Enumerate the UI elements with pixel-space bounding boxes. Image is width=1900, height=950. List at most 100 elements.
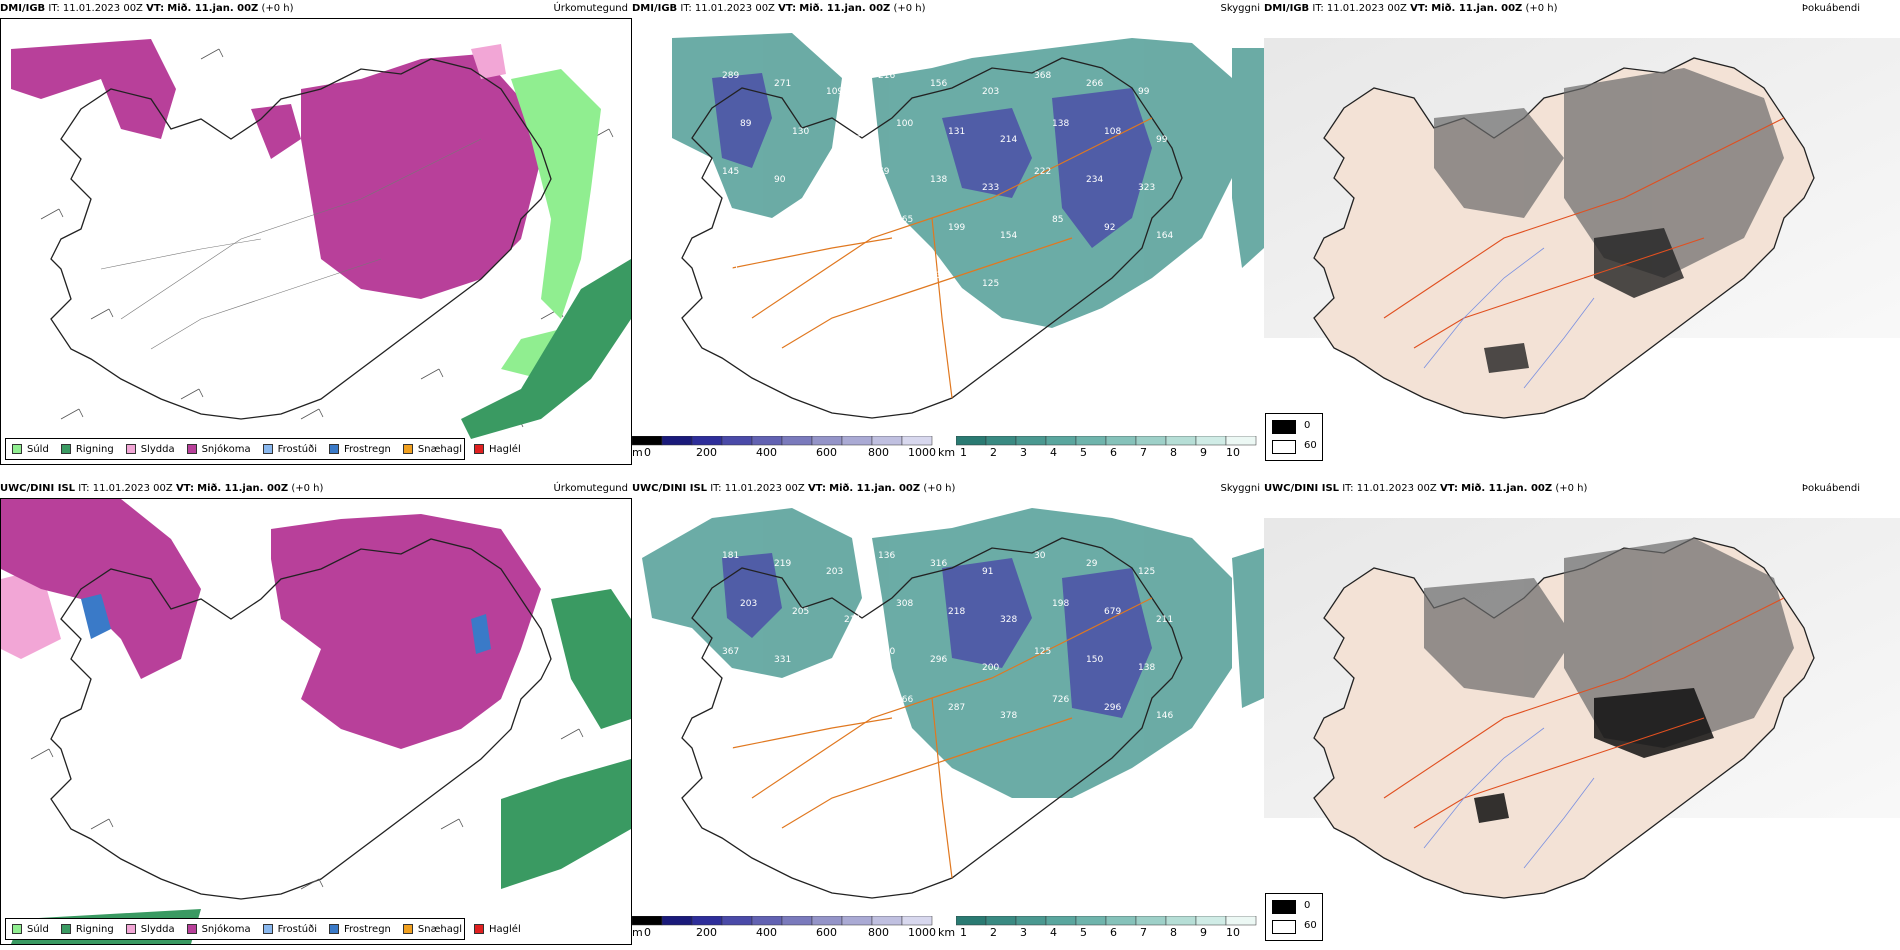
cloud-base-label: 184 xyxy=(792,703,809,713)
panel-title: Skyggni xyxy=(1220,3,1260,14)
legend-item-rain: Rigning xyxy=(60,444,114,455)
colorbar-segment xyxy=(1075,435,1107,446)
legend-item-snow-pellets: Snæhagl xyxy=(402,444,462,455)
colorbar-tick: 800 xyxy=(868,926,889,939)
colorbar-tick: 4 xyxy=(1050,926,1057,939)
it-label: IT: xyxy=(48,3,60,14)
model-name: UWC/DINI ISL xyxy=(0,483,76,494)
it-value: 11.01.2023 00Z xyxy=(724,483,805,494)
road-network xyxy=(1383,597,1785,829)
cloud-base-label: 234 xyxy=(1086,175,1103,185)
colorbar-tick: 10 xyxy=(1226,926,1240,939)
it-value: 11.01.2023 00Z xyxy=(1326,3,1407,14)
colorbar-unit: km xyxy=(938,446,956,459)
cloud-base-label: 199 xyxy=(948,223,965,233)
legend-label: Snæhagl xyxy=(417,923,463,935)
cloud-base-label: 287 xyxy=(948,703,965,713)
colorbar-segment xyxy=(1105,915,1137,926)
cloud-base-label: 323 xyxy=(1138,183,1155,193)
colorbar-tick: 3 xyxy=(1020,446,1027,459)
legend-item-hail: Haglél xyxy=(474,924,521,935)
colorbar-segment xyxy=(781,435,813,446)
visibility-colorbar-svg xyxy=(955,915,1257,926)
colorbar-tick: 600 xyxy=(816,926,837,939)
it-label: IT: xyxy=(1312,3,1324,14)
panel-header: UWC/DINI ISL IT: 11.01.2023 00Z VT: Mið.… xyxy=(632,480,955,498)
colorbar-tick: 5 xyxy=(1080,926,1087,939)
cloud-base-label: 378 xyxy=(1000,711,1017,721)
cloud-base-label: 150 xyxy=(1086,655,1103,665)
colorbar-segment xyxy=(751,435,783,446)
precip-map-svg xyxy=(11,39,631,439)
dense-fog-areas xyxy=(1484,228,1684,373)
cloud-base-label: 219 xyxy=(774,559,791,569)
cloud-base-label: 801 xyxy=(878,263,895,273)
colorbar-segment xyxy=(1135,435,1167,446)
colorbar-tick: 1 xyxy=(960,446,967,459)
visibility-map-svg: 289 271 109 216 156 203 368 266 99 89 130 125 100 131… xyxy=(672,33,1264,419)
vt-value: Mið. 11.jan. 00Z xyxy=(1431,3,1523,14)
legend-swatch xyxy=(125,924,136,934)
cloud-base-label: 29 xyxy=(1086,559,1098,569)
vt-value: Mið. 11.jan. 00Z xyxy=(1461,483,1553,494)
cloud-base-label: 85 xyxy=(1052,215,1063,225)
coastline xyxy=(50,58,552,420)
cloud-base-label: 211 xyxy=(844,615,861,625)
it-value: 11.01.2023 00Z xyxy=(62,3,143,14)
colorbar-segment xyxy=(781,915,813,926)
precip-legend: Súld Rigning Slydda Snjókoma Frostúði Fr… xyxy=(5,438,521,460)
legend-item-freezing-rain: Frostregn xyxy=(329,444,391,455)
cloud-base-label: 198 xyxy=(1052,599,1069,609)
sleet-areas xyxy=(471,44,506,79)
rivers xyxy=(1423,247,1595,389)
freezing-rain-areas xyxy=(81,594,491,654)
colorbar-segment xyxy=(1195,435,1227,446)
it-value: 11.01.2023 00Z xyxy=(694,3,775,14)
cloud-base-label: 125 xyxy=(982,279,999,289)
rivers xyxy=(1423,727,1595,869)
lead-time: (+0 h) xyxy=(261,3,294,14)
legend-label: Súld xyxy=(27,923,49,935)
it-label: IT: xyxy=(680,3,692,14)
colorbar-segment xyxy=(751,915,783,926)
legend-item-rain: Rigning xyxy=(60,923,114,935)
visibility-colorbar: km 1 2 3 4 5 6 7 8 9 10 xyxy=(938,435,1264,464)
colorbar-tick: 6 xyxy=(1110,446,1117,459)
fog-legend-swatch-high xyxy=(1272,920,1296,934)
legend-label: Slydda xyxy=(140,443,175,455)
cloud-base-label: 149 xyxy=(826,183,843,193)
fog-legend: 0 60 xyxy=(1265,893,1323,941)
lead-time: (+0 h) xyxy=(893,3,926,14)
legend-swatch xyxy=(402,924,413,934)
vt-label: VT: xyxy=(146,3,165,14)
colorbar-tick: 7 xyxy=(1140,926,1147,939)
colorbar-tick: 400 xyxy=(756,446,777,459)
colorbar-segment xyxy=(721,915,753,926)
cloud-base-label: 271 xyxy=(774,79,791,89)
fog-legend-swatch-low xyxy=(1272,420,1296,434)
cloud-base-label: 138 xyxy=(1052,119,1069,129)
cloud-base-label: 142 xyxy=(740,695,757,705)
legend-label: Rigning xyxy=(75,923,114,935)
cloud-base-label: 203 xyxy=(740,599,757,609)
legend-label: Snjókoma xyxy=(201,443,251,455)
colorbar-segment xyxy=(1225,435,1257,446)
cloud-base-label: 92 xyxy=(1104,223,1115,233)
vt-value: Mið. 11.jan. 00Z xyxy=(197,483,289,494)
it-value: 11.01.2023 00Z xyxy=(1356,483,1437,494)
legend-swatch xyxy=(125,444,136,454)
precip-map: Súld Rigning Slydda Snjókoma Frostúði Fr… xyxy=(0,18,632,465)
cloud-base-label: 99 xyxy=(1156,135,1168,145)
cloud-base-label: 115 xyxy=(826,663,843,673)
lead-time: (+0 h) xyxy=(291,483,324,494)
colorbar-tick: 10 xyxy=(1226,446,1240,459)
lead-time: (+0 h) xyxy=(923,483,956,494)
legend-label: Frostúði xyxy=(277,923,317,935)
cloud-base-label: 233 xyxy=(982,183,999,193)
it-label: IT: xyxy=(78,483,90,494)
colorbar-segment xyxy=(841,435,873,446)
legend-swatch xyxy=(329,444,339,454)
colorbar-tick: 0 xyxy=(644,446,651,459)
cloud-base-label: 151 xyxy=(722,263,739,273)
cloud-base-label: 138 xyxy=(930,175,947,185)
